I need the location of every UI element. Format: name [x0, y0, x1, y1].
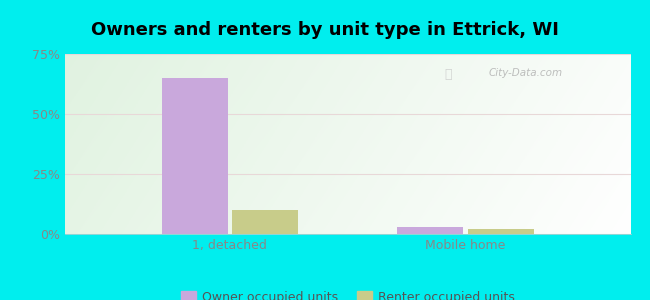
Bar: [162, 78, 228, 234]
Bar: [468, 229, 534, 234]
Text: City-Data.com: City-Data.com: [489, 68, 563, 78]
Text: Owners and renters by unit type in Ettrick, WI: Owners and renters by unit type in Ettri…: [91, 21, 559, 39]
Legend: Owner occupied units, Renter occupied units: Owner occupied units, Renter occupied un…: [176, 286, 520, 300]
Bar: [232, 210, 298, 234]
Bar: [397, 227, 463, 234]
Text: ⓘ: ⓘ: [444, 68, 451, 81]
